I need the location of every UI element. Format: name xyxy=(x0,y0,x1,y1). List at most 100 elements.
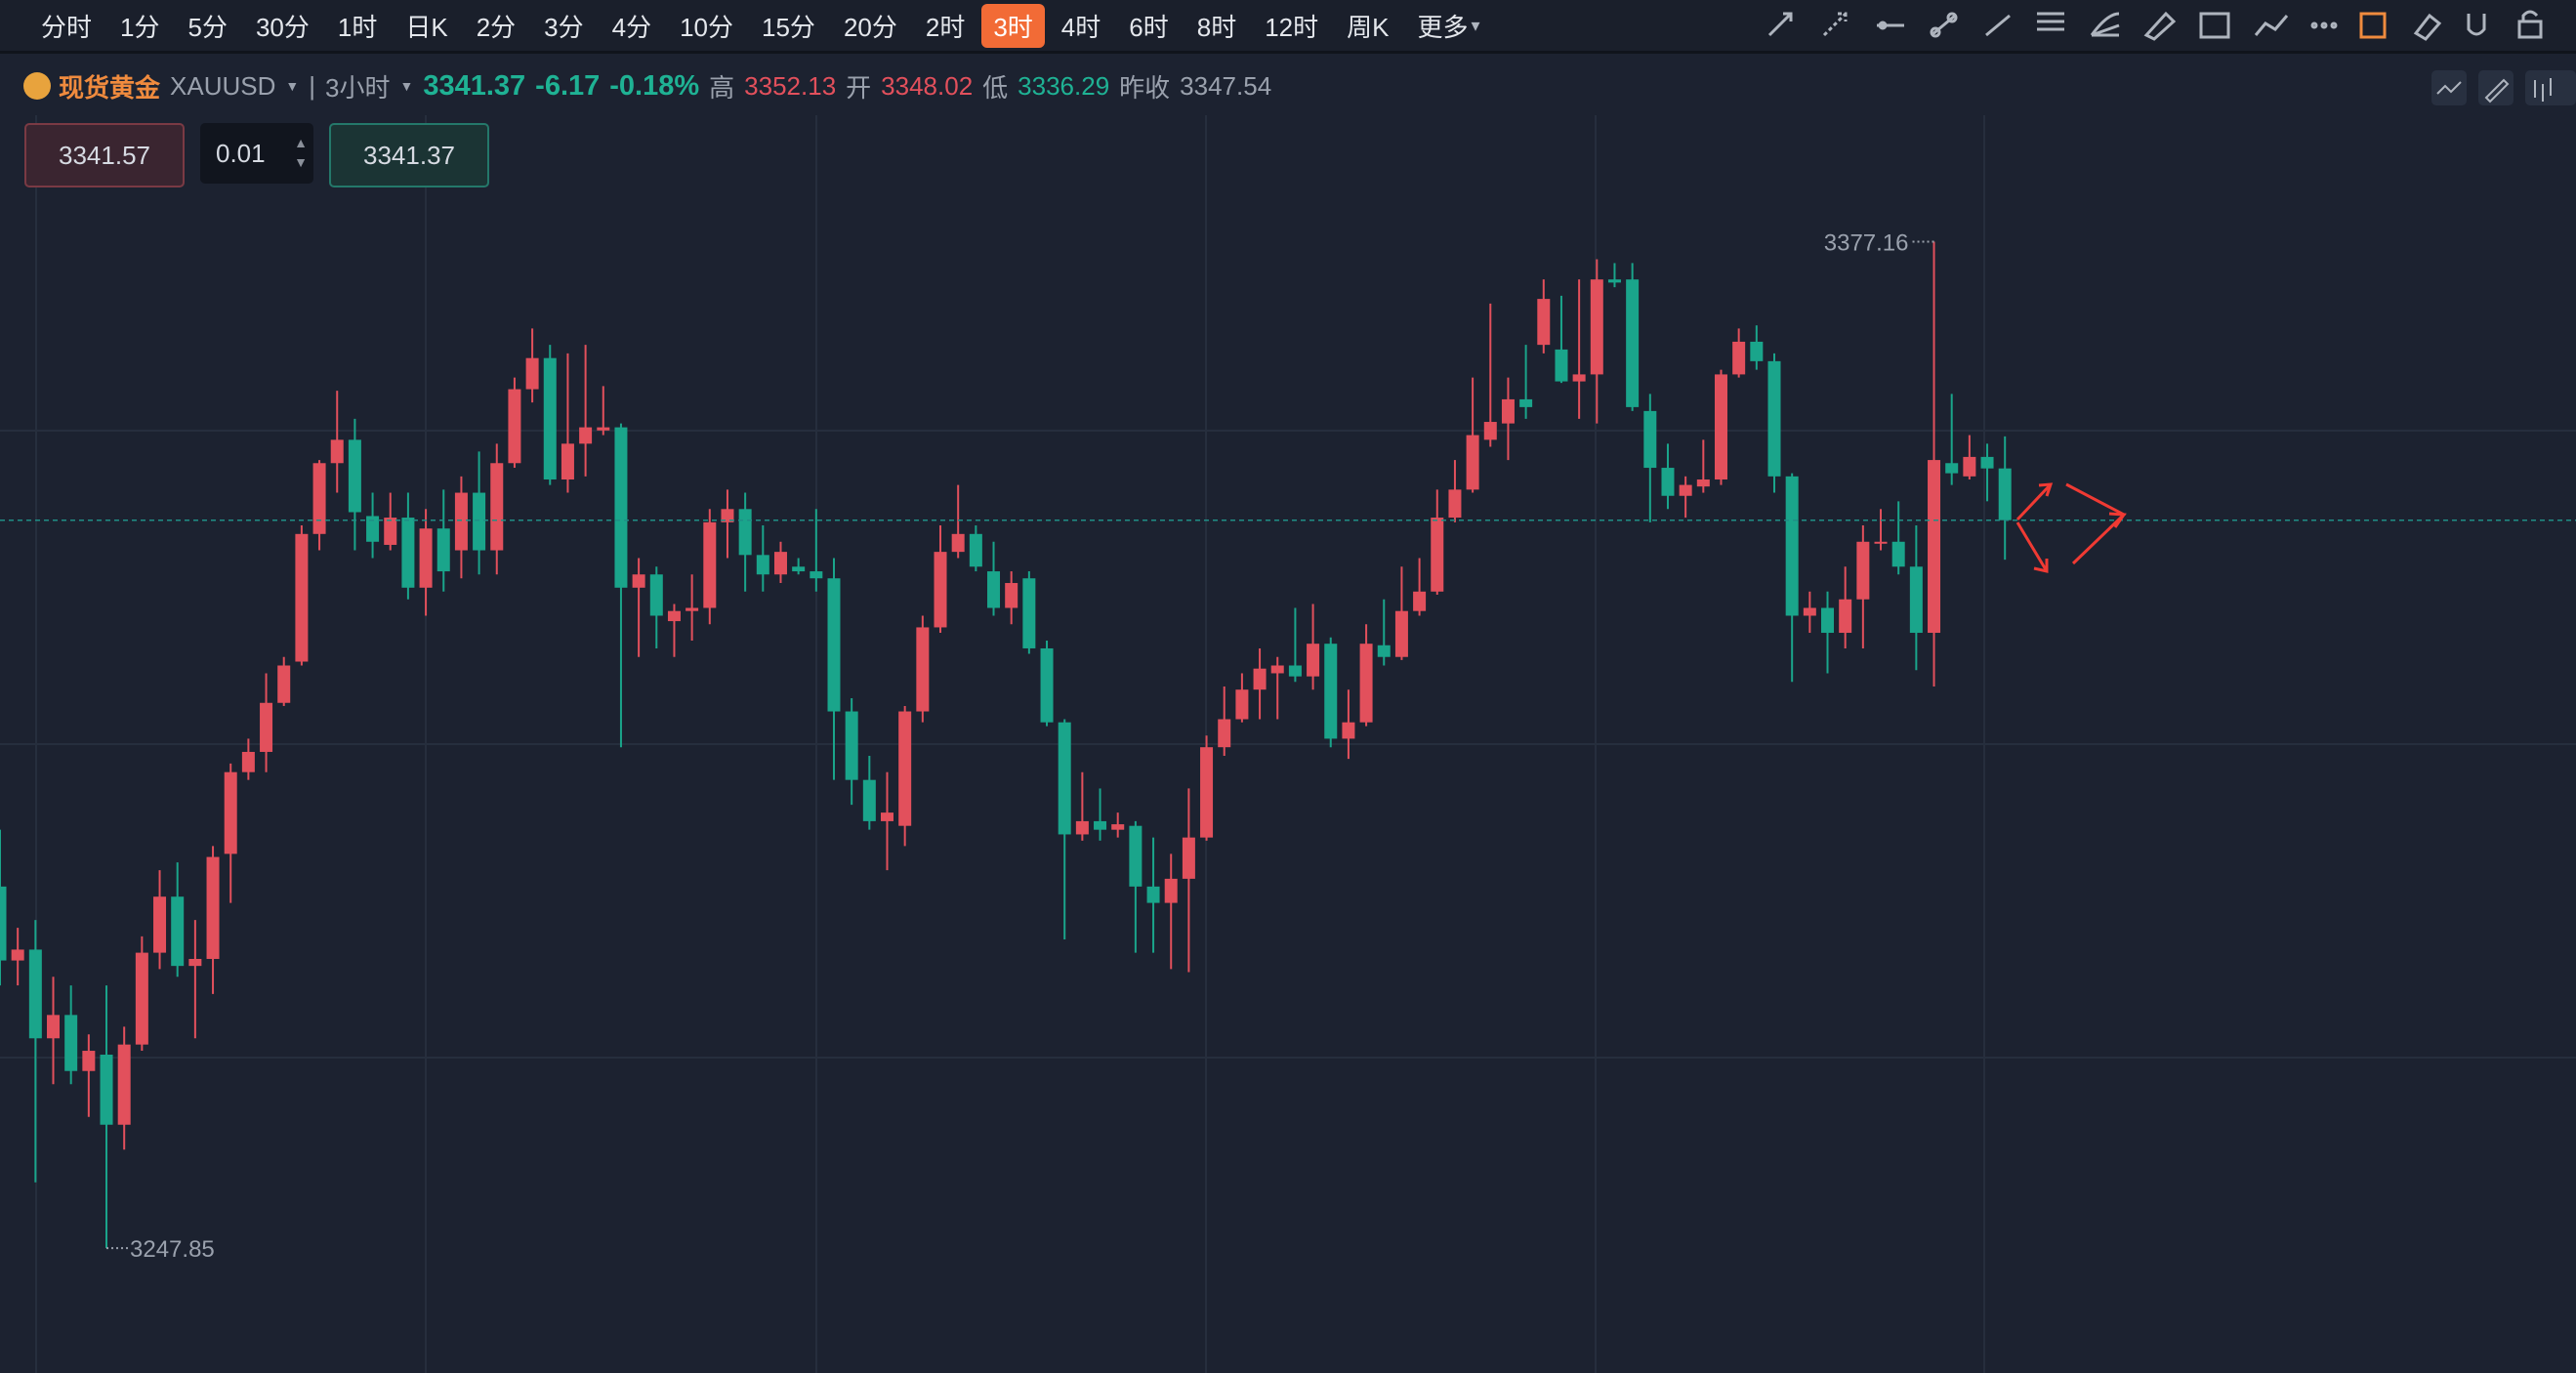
candle-body xyxy=(330,439,344,464)
candle-body xyxy=(827,578,841,712)
low: 3336.29 xyxy=(1018,70,1110,101)
change: -6.17 xyxy=(535,69,601,102)
buy-button[interactable]: 3341.37 xyxy=(329,123,489,187)
candle-body xyxy=(1058,722,1071,835)
candle-body xyxy=(1218,719,1231,748)
candle-body xyxy=(171,896,185,967)
min-label: 3247.85 xyxy=(130,1236,215,1263)
candle-body xyxy=(117,1044,131,1125)
candle-body xyxy=(1928,460,1941,634)
symbol-code[interactable]: XAUUSD xyxy=(170,70,276,101)
interval-tab[interactable]: 日K xyxy=(405,12,448,42)
interval-tab[interactable]: 更多 xyxy=(1417,12,1469,42)
candle-body xyxy=(1555,349,1568,382)
candle-body xyxy=(773,552,787,575)
candle-body xyxy=(1394,610,1408,657)
candle-body xyxy=(366,516,380,542)
candle-body xyxy=(490,463,504,551)
candle-body xyxy=(1005,583,1018,608)
candle-body xyxy=(1075,820,1089,835)
sell-button[interactable]: 3341.57 xyxy=(24,123,185,187)
interval-tab[interactable]: 分时 xyxy=(41,12,93,42)
candle-body xyxy=(277,665,291,703)
candle-body xyxy=(224,771,237,854)
candle-body xyxy=(951,533,965,553)
candle-body xyxy=(100,1055,113,1125)
caret: ▼ xyxy=(399,78,414,94)
candle-body xyxy=(1182,837,1195,879)
candle-body xyxy=(1945,463,1959,474)
candle-body xyxy=(384,518,397,545)
candle-body xyxy=(241,751,255,772)
lots-value: 0.01 xyxy=(216,138,266,168)
high-label: 高 xyxy=(709,72,735,103)
candle-body xyxy=(47,1015,61,1039)
spinner[interactable]: ▲ ▼ xyxy=(294,135,308,170)
candle-body xyxy=(188,958,202,967)
candle-body xyxy=(454,492,468,551)
open-label: 开 xyxy=(846,72,872,103)
candle-body xyxy=(810,571,823,579)
period[interactable]: 3小时 xyxy=(325,72,391,103)
candle-body xyxy=(1767,360,1781,477)
candle-body xyxy=(579,427,593,444)
interval-tab[interactable]: 8时 xyxy=(1196,12,1237,42)
low-label: 低 xyxy=(982,72,1009,103)
interval-tab[interactable]: 15分 xyxy=(762,12,815,42)
interval-tab[interactable]: 10分 xyxy=(680,12,734,42)
candle-body xyxy=(1235,689,1249,720)
candle-body xyxy=(1679,484,1692,496)
coin-icon xyxy=(23,72,51,100)
prev-close-label: 昨收 xyxy=(1119,72,1171,103)
candle-body xyxy=(1714,374,1727,480)
interval-tab[interactable]: 4时 xyxy=(1060,12,1101,42)
candle-body xyxy=(82,1051,96,1071)
candle-body xyxy=(1590,279,1603,375)
open: 3348.02 xyxy=(881,70,974,101)
interval-tab[interactable]: 6时 xyxy=(1129,12,1169,42)
candle-body xyxy=(1821,607,1835,634)
interval-tab[interactable]: 4分 xyxy=(611,12,652,42)
candle-body xyxy=(1696,479,1710,487)
interval-tab[interactable]: 3分 xyxy=(544,12,584,42)
candle-body xyxy=(1732,341,1746,375)
candle-body xyxy=(1200,747,1214,838)
candle-body xyxy=(1129,825,1143,887)
candle-body xyxy=(703,521,717,608)
interval-tab[interactable]: 2时 xyxy=(925,12,966,42)
candle-body xyxy=(597,427,610,431)
interval-tab[interactable]: 5分 xyxy=(187,12,228,42)
lots-input[interactable]: 0.01 ▲ ▼ xyxy=(200,123,313,184)
candle-body xyxy=(543,357,557,480)
interval-tab[interactable]: 1时 xyxy=(337,12,378,42)
candle-body xyxy=(1874,541,1888,544)
candle-body xyxy=(525,357,539,390)
candle-body xyxy=(1963,456,1976,477)
candle-body xyxy=(1501,398,1515,424)
candle-body xyxy=(1413,591,1427,611)
candle-body xyxy=(1022,578,1036,648)
interval-tab[interactable]: 2分 xyxy=(476,12,517,42)
candle-body xyxy=(614,427,628,588)
interval-tab[interactable]: 3时 xyxy=(981,3,1045,48)
candle-body xyxy=(206,856,220,959)
chart-buttons[interactable] xyxy=(2430,68,2576,107)
candle-body xyxy=(969,533,982,567)
interval-tab[interactable]: 周K xyxy=(1347,12,1390,42)
candle-body xyxy=(1359,644,1373,723)
interval-tab[interactable]: 20分 xyxy=(843,12,897,42)
interval-tab[interactable]: 30分 xyxy=(255,12,310,42)
grid xyxy=(0,115,2576,1373)
candle-body xyxy=(792,566,806,572)
interval-tab[interactable]: 1分 xyxy=(120,12,160,42)
interval-tab[interactable]: 12时 xyxy=(1265,12,1319,42)
caret: ▼ xyxy=(285,78,300,94)
symbol-name[interactable]: 现货黄金 xyxy=(59,72,161,103)
candle-body xyxy=(686,607,699,611)
candle-body xyxy=(649,574,663,616)
candle-body xyxy=(1270,665,1284,674)
candle-body xyxy=(295,533,309,662)
candle-body xyxy=(1377,645,1391,657)
